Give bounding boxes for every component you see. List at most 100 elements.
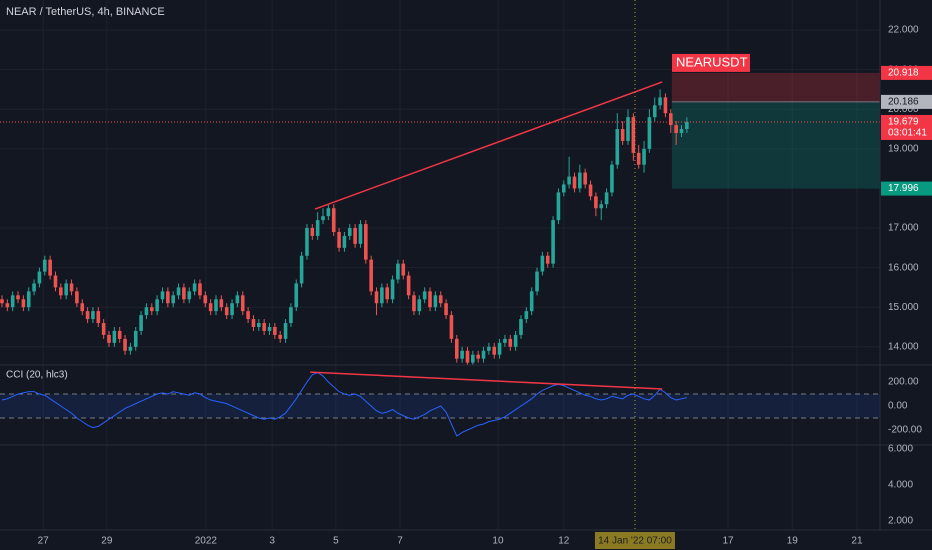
candle-body bbox=[380, 287, 384, 304]
price-tag-label: 20.918 bbox=[888, 68, 919, 79]
x-tick-label: 29 bbox=[101, 536, 113, 547]
candle-body bbox=[513, 334, 518, 347]
candle-body bbox=[492, 346, 497, 355]
candle-body bbox=[289, 307, 293, 324]
candle-body bbox=[235, 295, 240, 304]
candle-body bbox=[192, 283, 197, 292]
x-tick-label: 2022 bbox=[195, 536, 218, 547]
x-tick-label: 12 bbox=[558, 536, 570, 547]
y-tick-label: 6.000 bbox=[888, 443, 913, 454]
candle-body bbox=[53, 275, 58, 288]
candle-body bbox=[208, 303, 213, 312]
candle-body bbox=[508, 338, 513, 347]
symbol-tag bbox=[672, 53, 750, 72]
candle-body bbox=[444, 303, 448, 316]
candle-body bbox=[219, 299, 224, 308]
crosshair-label: 14 Jan '22 07:00 bbox=[598, 536, 672, 547]
candle-body bbox=[556, 192, 561, 221]
candle-body bbox=[471, 354, 475, 363]
candle-body bbox=[347, 228, 352, 236]
candle-body bbox=[545, 255, 550, 264]
y-tick-label: 15.000 bbox=[888, 302, 919, 313]
y-tick-label: 19.000 bbox=[888, 143, 919, 154]
candle-body bbox=[305, 228, 309, 256]
candle-body bbox=[422, 291, 427, 300]
price-tag bbox=[881, 65, 932, 80]
grid bbox=[0, 0, 880, 530]
candle-body bbox=[203, 295, 208, 304]
y-tick-label: 2.000 bbox=[888, 515, 913, 526]
candle-body bbox=[460, 350, 464, 359]
candle-body bbox=[10, 295, 15, 308]
candle-body bbox=[149, 307, 154, 312]
candle-body bbox=[5, 303, 10, 308]
candle-body bbox=[331, 208, 336, 232]
candle-body bbox=[337, 231, 341, 248]
candle-body bbox=[267, 326, 272, 331]
candle-body bbox=[198, 283, 202, 296]
x-tick-label: 19 bbox=[787, 536, 799, 547]
candle-body bbox=[117, 330, 122, 339]
candle-body bbox=[524, 311, 529, 320]
y-tick-label: 14.000 bbox=[888, 341, 919, 352]
candle-body bbox=[278, 334, 283, 339]
candle-body bbox=[48, 259, 52, 276]
candle-body bbox=[69, 283, 74, 292]
candle-body bbox=[551, 220, 555, 264]
candle-body bbox=[128, 346, 133, 351]
candle-body bbox=[64, 283, 68, 296]
candle-body bbox=[390, 279, 395, 300]
candle-body bbox=[588, 184, 593, 197]
price-tag bbox=[881, 181, 932, 196]
candle-body bbox=[294, 283, 299, 308]
candle-body bbox=[519, 319, 523, 335]
candle-body bbox=[497, 342, 502, 355]
candle-body bbox=[91, 311, 95, 320]
candle-body bbox=[417, 299, 422, 312]
candle-body bbox=[358, 224, 363, 244]
candle-body bbox=[626, 117, 630, 141]
trendline bbox=[314, 81, 663, 210]
price-tag bbox=[881, 94, 932, 109]
candle-body bbox=[315, 220, 320, 236]
countdown-label: 03:01:41 bbox=[888, 128, 927, 139]
candle-body bbox=[75, 291, 79, 304]
x-tick-label: 7 bbox=[397, 536, 403, 547]
indicator-title: CCI (20, hlc3) bbox=[6, 370, 68, 381]
x-tick-label: 21 bbox=[851, 536, 863, 547]
x-tick-label: 10 bbox=[492, 536, 504, 547]
candle-body bbox=[535, 271, 539, 292]
candle-body bbox=[326, 208, 331, 217]
candle-body bbox=[96, 311, 101, 324]
candle-body bbox=[529, 291, 534, 312]
cci-pane bbox=[0, 371, 880, 437]
candle-body bbox=[540, 255, 545, 272]
price-tag-label: 19.679 bbox=[888, 117, 919, 128]
candle-body bbox=[481, 350, 486, 359]
candle-body bbox=[685, 121, 689, 130]
candle-body bbox=[16, 295, 20, 300]
y-tick-label: 4.000 bbox=[888, 479, 913, 490]
candle-body bbox=[230, 303, 234, 316]
candle-body bbox=[21, 299, 26, 308]
price-tag-label: 17.996 bbox=[888, 183, 919, 194]
candle-body bbox=[59, 287, 63, 296]
y-tick-label: -200.00 bbox=[888, 425, 922, 436]
candle-body bbox=[636, 152, 641, 165]
candle-body bbox=[620, 129, 625, 141]
candle-body bbox=[299, 255, 304, 284]
candle-body bbox=[642, 148, 646, 165]
candle-body bbox=[412, 295, 416, 312]
price-pane bbox=[0, 72, 880, 365]
candle-body bbox=[26, 291, 31, 308]
candle-body bbox=[321, 216, 325, 221]
candle-body bbox=[631, 117, 636, 153]
candle-body bbox=[561, 184, 566, 193]
candle-body bbox=[101, 323, 106, 335]
candle-body bbox=[652, 105, 657, 118]
candle-body bbox=[171, 295, 175, 304]
candle-body bbox=[353, 228, 357, 244]
candle-body bbox=[428, 291, 432, 308]
x-tick-label: 3 bbox=[269, 536, 275, 547]
